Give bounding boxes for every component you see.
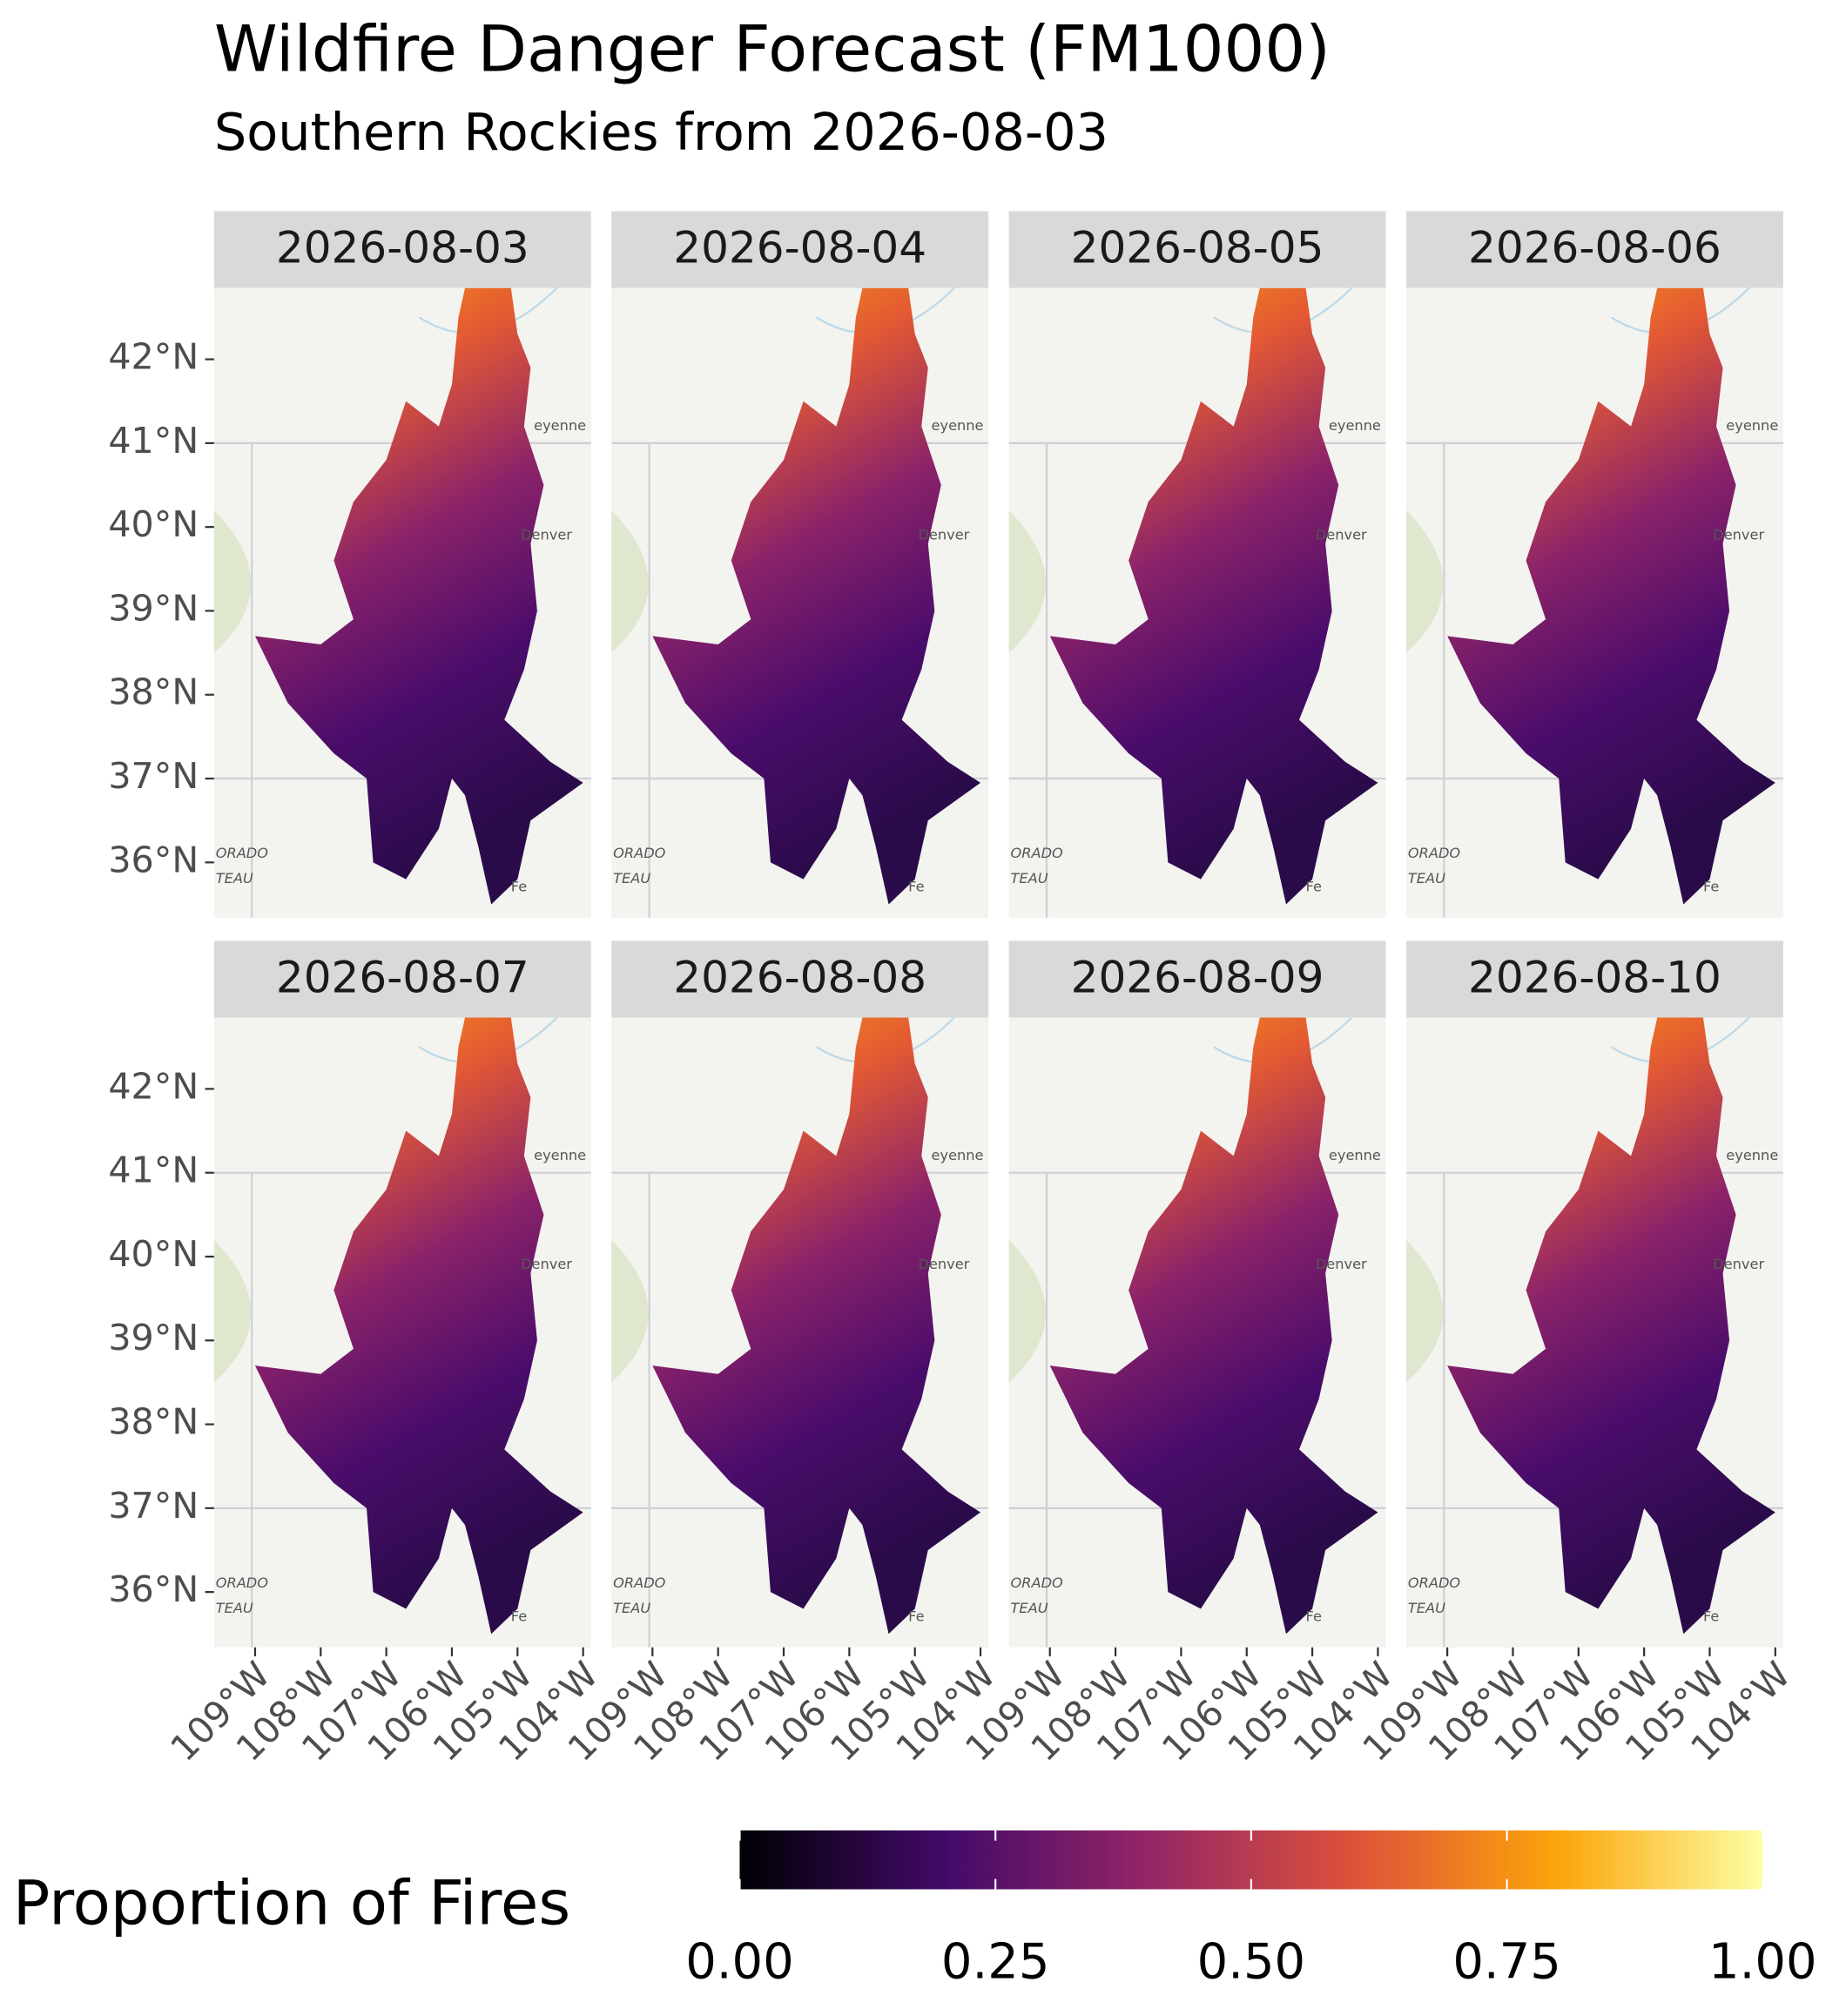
basemap-label: Fe: [1306, 879, 1322, 895]
basemap-label: Fe: [908, 1608, 924, 1625]
strip-label: 2026-08-05: [1071, 223, 1324, 273]
y-tick-label: 38°N: [108, 671, 199, 713]
green-area: [1008, 1239, 1047, 1383]
strip-label: 2026-08-07: [276, 952, 529, 1002]
y-tick-label: 41°N: [108, 1150, 199, 1191]
basemap-label: Denver: [918, 526, 969, 543]
basemap-label: ORADO: [1408, 1574, 1461, 1591]
basemap-label: TEAU: [1408, 1600, 1445, 1616]
fire-danger-area: [1447, 1017, 1775, 1635]
y-tick-label: 40°N: [108, 503, 199, 545]
basemap-label: eyenne: [1726, 417, 1778, 434]
basemap-label: Fe: [1703, 879, 1719, 895]
legend-title: Proportion of Fires: [13, 1867, 570, 1939]
basemap-label: Denver: [1713, 526, 1764, 543]
basemap-label: Fe: [1306, 1608, 1322, 1625]
strip: [213, 941, 591, 1018]
y-tick-label: 41°N: [108, 420, 199, 462]
fire-danger-area: [1049, 287, 1378, 905]
legend-tick-label: 0.50: [1197, 1933, 1306, 1990]
strip-label: 2026-08-08: [673, 952, 926, 1002]
strip-label: 2026-08-06: [1468, 223, 1721, 273]
legend-tick-label: 1.00: [1708, 1933, 1817, 1990]
green-area: [611, 509, 649, 653]
basemap-label: ORADO: [1408, 845, 1461, 861]
basemap-label: TEAU: [1011, 870, 1048, 887]
fire-danger-area: [254, 1017, 583, 1635]
basemap-label: Fe: [1703, 1608, 1719, 1625]
strip: [1008, 941, 1386, 1018]
basemap-label: Fe: [511, 1608, 527, 1625]
basemap-label: Denver: [1316, 1256, 1367, 1272]
y-tick-label: 37°N: [108, 755, 199, 797]
green-area: [1008, 509, 1047, 653]
basemap-label: Denver: [1713, 1256, 1764, 1272]
y-tick-label: 36°N: [108, 839, 199, 880]
fire-danger-area: [1049, 1017, 1378, 1635]
green-area: [1406, 1239, 1444, 1383]
strip-label: 2026-08-04: [673, 223, 926, 273]
fire-danger-area: [254, 287, 583, 905]
basemap-label: ORADO: [216, 845, 269, 861]
basemap-label: Fe: [908, 879, 924, 895]
basemap-label: eyenne: [1329, 1147, 1381, 1163]
basemap-label: TEAU: [613, 1600, 650, 1616]
y-tick-label: 38°N: [108, 1401, 199, 1443]
basemap-label: TEAU: [1011, 1600, 1048, 1616]
basemap-label: Fe: [511, 879, 527, 895]
y-tick-label: 37°N: [108, 1485, 199, 1527]
basemap-label: eyenne: [534, 1147, 586, 1163]
strip: [611, 941, 989, 1018]
legend-tick-label: 0.75: [1452, 1933, 1561, 1990]
strip-label: 2026-08-10: [1468, 952, 1721, 1002]
chart-title: Wildfire Danger Forecast (FM1000): [214, 13, 1331, 87]
strip: [611, 211, 989, 288]
fire-danger-area: [652, 1017, 981, 1635]
basemap-label: ORADO: [1011, 1574, 1064, 1591]
fire-danger-area: [1447, 287, 1775, 905]
basemap-label: Denver: [918, 1256, 969, 1272]
basemap-label: TEAU: [216, 1600, 253, 1616]
chart-subtitle: Southern Rockies from 2026-08-03: [214, 102, 1108, 162]
y-tick-label: 42°N: [108, 336, 199, 378]
basemap-label: eyenne: [1726, 1147, 1778, 1163]
green-area: [1406, 509, 1444, 653]
fire-danger-area: [652, 287, 981, 905]
y-tick-label: 39°N: [108, 587, 199, 629]
green-area: [213, 1239, 252, 1383]
basemap-label: TEAU: [1408, 870, 1445, 887]
strip: [1008, 211, 1386, 288]
legend-tick-label: 0.00: [685, 1933, 794, 1990]
basemap-label: eyenne: [932, 417, 984, 434]
basemap-label: ORADO: [216, 1574, 269, 1591]
y-tick-label: 42°N: [108, 1065, 199, 1107]
y-tick-label: 40°N: [108, 1233, 199, 1275]
basemap-label: Denver: [1316, 526, 1367, 543]
basemap-label: Denver: [521, 526, 572, 543]
basemap-label: eyenne: [932, 1147, 984, 1163]
basemap-label: eyenne: [1329, 417, 1381, 434]
basemap-label: ORADO: [613, 845, 666, 861]
strip-label: 2026-08-09: [1071, 952, 1324, 1002]
basemap-label: eyenne: [534, 417, 586, 434]
basemap-label: TEAU: [613, 870, 650, 887]
y-tick-label: 39°N: [108, 1317, 199, 1359]
strip-label: 2026-08-03: [276, 223, 529, 273]
green-area: [213, 509, 252, 653]
strip: [1406, 211, 1783, 288]
green-area: [611, 1239, 649, 1383]
legend-tick-label: 0.25: [941, 1933, 1050, 1990]
strip: [213, 211, 591, 288]
basemap-label: TEAU: [216, 870, 253, 887]
basemap-label: ORADO: [1011, 845, 1064, 861]
basemap-label: ORADO: [613, 1574, 666, 1591]
strip: [1406, 941, 1783, 1018]
y-tick-label: 36°N: [108, 1568, 199, 1610]
basemap-label: Denver: [521, 1256, 572, 1272]
